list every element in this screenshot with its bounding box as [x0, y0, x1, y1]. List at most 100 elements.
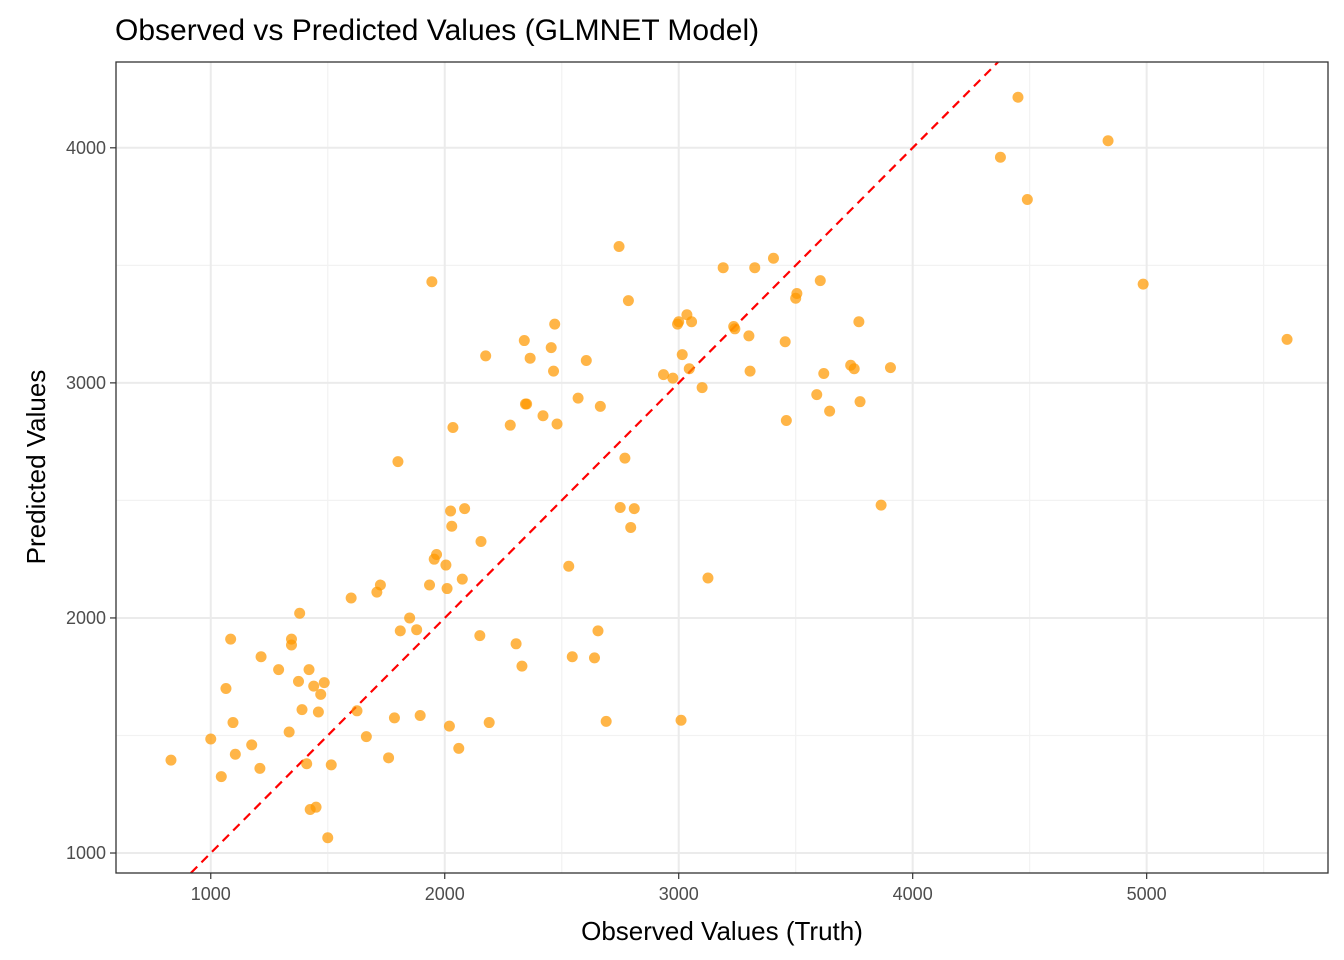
data-point: [549, 318, 561, 330]
data-point: [545, 342, 557, 354]
data-point: [702, 572, 714, 584]
data-point: [729, 323, 741, 335]
data-point: [215, 771, 227, 783]
data-point: [667, 372, 679, 384]
data-point: [303, 664, 315, 676]
data-point: [301, 758, 313, 770]
data-point: [628, 503, 640, 515]
data-point: [818, 367, 830, 379]
y-axis-title: Predicted Values: [21, 370, 51, 565]
y-tick-label: 1000: [66, 843, 106, 863]
data-point: [453, 742, 465, 754]
data-point: [388, 712, 400, 724]
data-point: [312, 706, 324, 718]
data-point: [443, 720, 455, 732]
y-axis: 1000 2000 3000 4000: [66, 138, 116, 863]
data-point: [431, 548, 443, 560]
data-point: [459, 503, 471, 515]
data-point: [994, 151, 1006, 163]
data-point: [1137, 278, 1149, 290]
data-point: [225, 633, 237, 645]
data-point: [537, 410, 549, 422]
panel-background: [116, 62, 1328, 873]
data-point: [686, 316, 698, 328]
data-point: [814, 275, 826, 287]
panel-border: [115, 61, 1329, 874]
data-point: [318, 677, 330, 689]
data-point: [411, 624, 423, 636]
data-point: [165, 754, 177, 766]
data-point: [220, 682, 232, 694]
data-point: [308, 680, 320, 692]
data-point: [580, 355, 592, 367]
data-point: [283, 726, 295, 738]
data-point: [854, 396, 866, 408]
data-point: [673, 316, 685, 328]
data-point: [441, 583, 453, 595]
data-point: [613, 241, 625, 253]
data-point: [205, 733, 217, 745]
data-point: [779, 336, 791, 348]
data-point: [325, 759, 337, 771]
x-tick-label: 3000: [659, 884, 699, 904]
x-tick-label: 5000: [1127, 884, 1167, 904]
data-point: [848, 363, 860, 375]
data-point: [521, 398, 533, 410]
data-point: [229, 748, 241, 760]
data-point: [743, 330, 755, 342]
data-point: [518, 335, 530, 347]
data-point: [875, 499, 887, 511]
data-point: [566, 651, 578, 663]
data-point: [744, 365, 756, 377]
data-point: [424, 579, 436, 591]
data-point: [658, 369, 670, 381]
data-point: [1012, 91, 1024, 103]
plot-panel: [115, 61, 1329, 874]
y-tick-label: 2000: [66, 608, 106, 628]
data-point: [811, 389, 823, 401]
data-point: [447, 422, 459, 434]
data-point: [246, 739, 258, 751]
data-point: [310, 801, 322, 813]
data-point: [1021, 194, 1033, 206]
data-point: [351, 705, 363, 717]
data-point: [255, 651, 267, 663]
data-point: [483, 717, 495, 729]
data-point: [383, 752, 395, 764]
data-point: [614, 501, 626, 513]
data-point: [548, 365, 560, 377]
data-point: [563, 560, 575, 572]
y-tick-label: 3000: [66, 373, 106, 393]
data-point: [717, 262, 729, 274]
data-point: [273, 664, 285, 676]
data-point: [475, 536, 487, 548]
data-point: [853, 316, 865, 328]
data-point: [414, 710, 426, 722]
data-point: [600, 715, 612, 727]
data-point: [696, 382, 708, 394]
data-point: [619, 452, 631, 464]
data-point: [524, 352, 536, 364]
data-point: [446, 520, 458, 532]
data-point: [374, 579, 386, 591]
data-point: [394, 625, 406, 637]
data-point: [426, 276, 438, 288]
data-point: [504, 419, 516, 431]
data-point: [474, 630, 486, 642]
data-point: [1281, 333, 1293, 345]
data-point: [296, 704, 308, 716]
y-tick-label: 4000: [66, 138, 106, 158]
data-point: [551, 418, 563, 430]
data-point: [675, 714, 687, 726]
x-tick-label: 4000: [893, 884, 933, 904]
data-point: [884, 362, 896, 374]
data-point: [456, 573, 468, 585]
x-axis: 1000 2000 3000 4000 5000: [191, 873, 1167, 904]
data-point: [345, 592, 357, 604]
data-point: [683, 363, 695, 375]
data-point: [516, 660, 528, 672]
reference-line-layer: [190, 61, 999, 874]
data-point: [824, 405, 836, 417]
data-point: [315, 688, 327, 700]
